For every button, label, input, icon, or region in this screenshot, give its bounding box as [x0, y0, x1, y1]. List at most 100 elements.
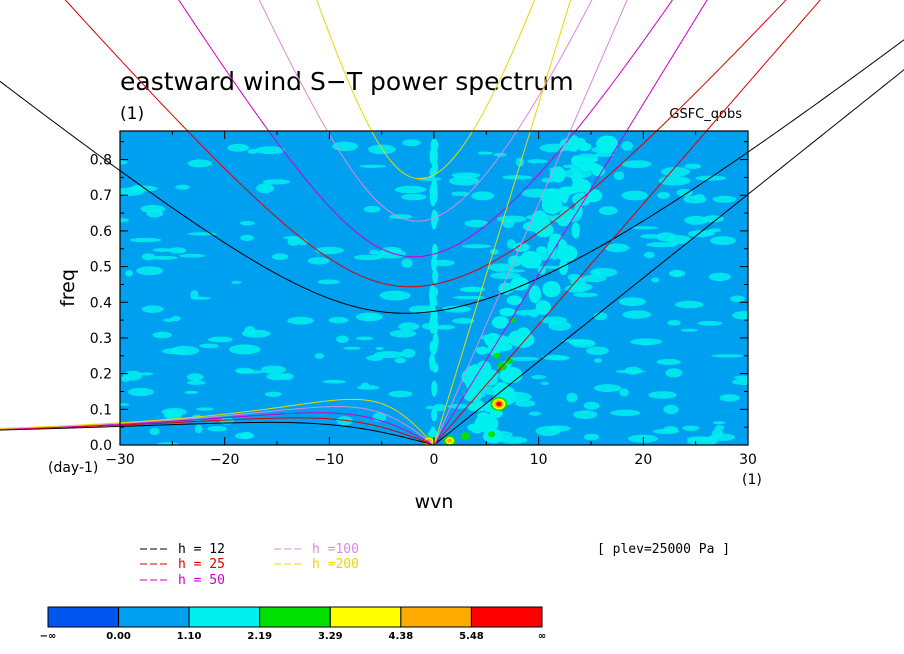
heatmap-patch — [557, 217, 570, 227]
heatmap-patch — [266, 372, 290, 381]
heatmap-patch — [710, 236, 736, 245]
heatmap-patch — [695, 175, 727, 181]
heatmap-patch — [431, 255, 438, 272]
legend-label: h =200 — [312, 557, 359, 572]
colorbar-label: 3.29 — [318, 631, 343, 642]
heatmap-patch — [610, 409, 641, 417]
heatmap-patch — [256, 183, 275, 194]
heatmap-patch — [491, 316, 509, 329]
heatmap-patch — [576, 156, 599, 164]
colorbar: −∞ 0.00 1.10 2.19 3.29 4.38 5.48 ∞ — [40, 606, 546, 642]
heatmap-patch — [548, 321, 572, 331]
heatmap-patch — [394, 185, 427, 194]
heatmap-patch — [431, 243, 438, 260]
colorbar-swatch — [118, 606, 190, 628]
heatmap-patch — [501, 283, 511, 295]
heatmap-patch — [125, 269, 134, 277]
heatmap-patch — [228, 344, 261, 355]
x-tick-label: 20 — [634, 452, 652, 468]
y-axis-units: (day-1) — [48, 460, 98, 476]
heatmap-patch — [660, 167, 691, 177]
inertia-gravity-curve — [316, 0, 535, 180]
heatmap-patch — [575, 137, 586, 150]
heatmap-patch — [622, 310, 652, 319]
heatmap-patch — [389, 329, 417, 338]
heatmap-patch — [547, 239, 557, 257]
heatmap-patch — [535, 300, 551, 315]
heatmap-patch — [120, 160, 128, 165]
heatmap-patch — [254, 146, 286, 155]
heatmap-patch — [247, 149, 258, 154]
heatmap-patch — [199, 343, 219, 349]
heatmap-patch — [663, 404, 679, 415]
heatmap-patch — [593, 384, 622, 392]
heatmap-patch — [643, 251, 655, 259]
legend-label: h = 12 — [178, 542, 225, 557]
heatmap-patch — [483, 418, 496, 427]
heatmap-patch — [571, 339, 596, 348]
heatmap-hotspot — [447, 438, 453, 443]
heatmap-patch — [583, 401, 600, 410]
inertia-gravity-curve — [178, 0, 674, 258]
heatmap-patch — [499, 436, 528, 444]
heatmap-patch — [682, 425, 700, 431]
title-units: (1) — [120, 104, 144, 124]
heatmap-patch — [540, 381, 549, 385]
heatmap-patch — [508, 330, 526, 347]
y-tick-label: 0.1 — [90, 402, 112, 418]
heatmap-patch — [366, 354, 384, 361]
source-label: GSFC_qobs — [669, 107, 742, 122]
heatmap-patch — [241, 329, 271, 338]
heatmap-patch — [631, 226, 659, 230]
heatmap-field — [120, 135, 748, 445]
heatmap-patch — [559, 138, 578, 151]
heatmap-patch — [666, 235, 692, 245]
y-tick-label: 0.4 — [90, 295, 112, 311]
heatmap-patch — [432, 287, 439, 297]
heatmap-patch — [287, 316, 314, 325]
heatmap-patch — [401, 193, 427, 201]
y-tick-label: 0.5 — [90, 260, 112, 276]
heatmap-patch — [477, 412, 490, 419]
heatmap-patch — [328, 316, 349, 324]
heatmap-patch — [712, 195, 737, 203]
heatmap-patch — [550, 355, 570, 361]
heatmap-patch — [175, 184, 190, 190]
heatmap-patch — [519, 250, 542, 269]
y-tick-label: 0.7 — [90, 188, 112, 204]
heatmap-patch — [452, 318, 475, 324]
heatmap-patch — [732, 311, 748, 320]
heatmap-patch — [507, 255, 523, 267]
colorbar-label: 0.00 — [106, 631, 131, 642]
y-tick-label: 0.3 — [90, 331, 112, 347]
heatmap-patch — [539, 189, 564, 201]
heatmap-patch — [207, 425, 227, 432]
heatmap-patch — [401, 258, 413, 268]
heatmap-patch — [708, 272, 731, 282]
rossby-wave-curve — [0, 421, 435, 445]
heatmap-patch — [475, 366, 490, 380]
colorbar-swatch — [188, 606, 261, 628]
heatmap-patch — [531, 375, 546, 380]
heatmap-patch — [239, 220, 255, 226]
heatmap-patch — [262, 179, 291, 185]
x-tick-label: 0 — [430, 452, 439, 468]
heatmap-patch — [136, 266, 164, 276]
x-tick-label: −10 — [315, 452, 345, 468]
colorbar-swatch — [329, 606, 402, 628]
heatmap-patch — [361, 382, 370, 388]
y-tick-label: 0.8 — [90, 153, 112, 169]
heatmap-patch — [240, 431, 253, 439]
heatmap-patch — [684, 163, 702, 169]
x-tick-label: −20 — [210, 452, 240, 468]
heatmap-patch — [429, 340, 436, 354]
heatmap-patch — [369, 249, 379, 255]
heatmap-patch — [591, 165, 606, 177]
heatmap-patch — [630, 338, 663, 346]
heatmap-patch — [541, 177, 554, 183]
heatmap-patch — [156, 442, 180, 445]
heatmap-patch — [549, 166, 566, 183]
heatmap-patch — [477, 151, 493, 155]
heatmap-patch — [127, 387, 154, 397]
